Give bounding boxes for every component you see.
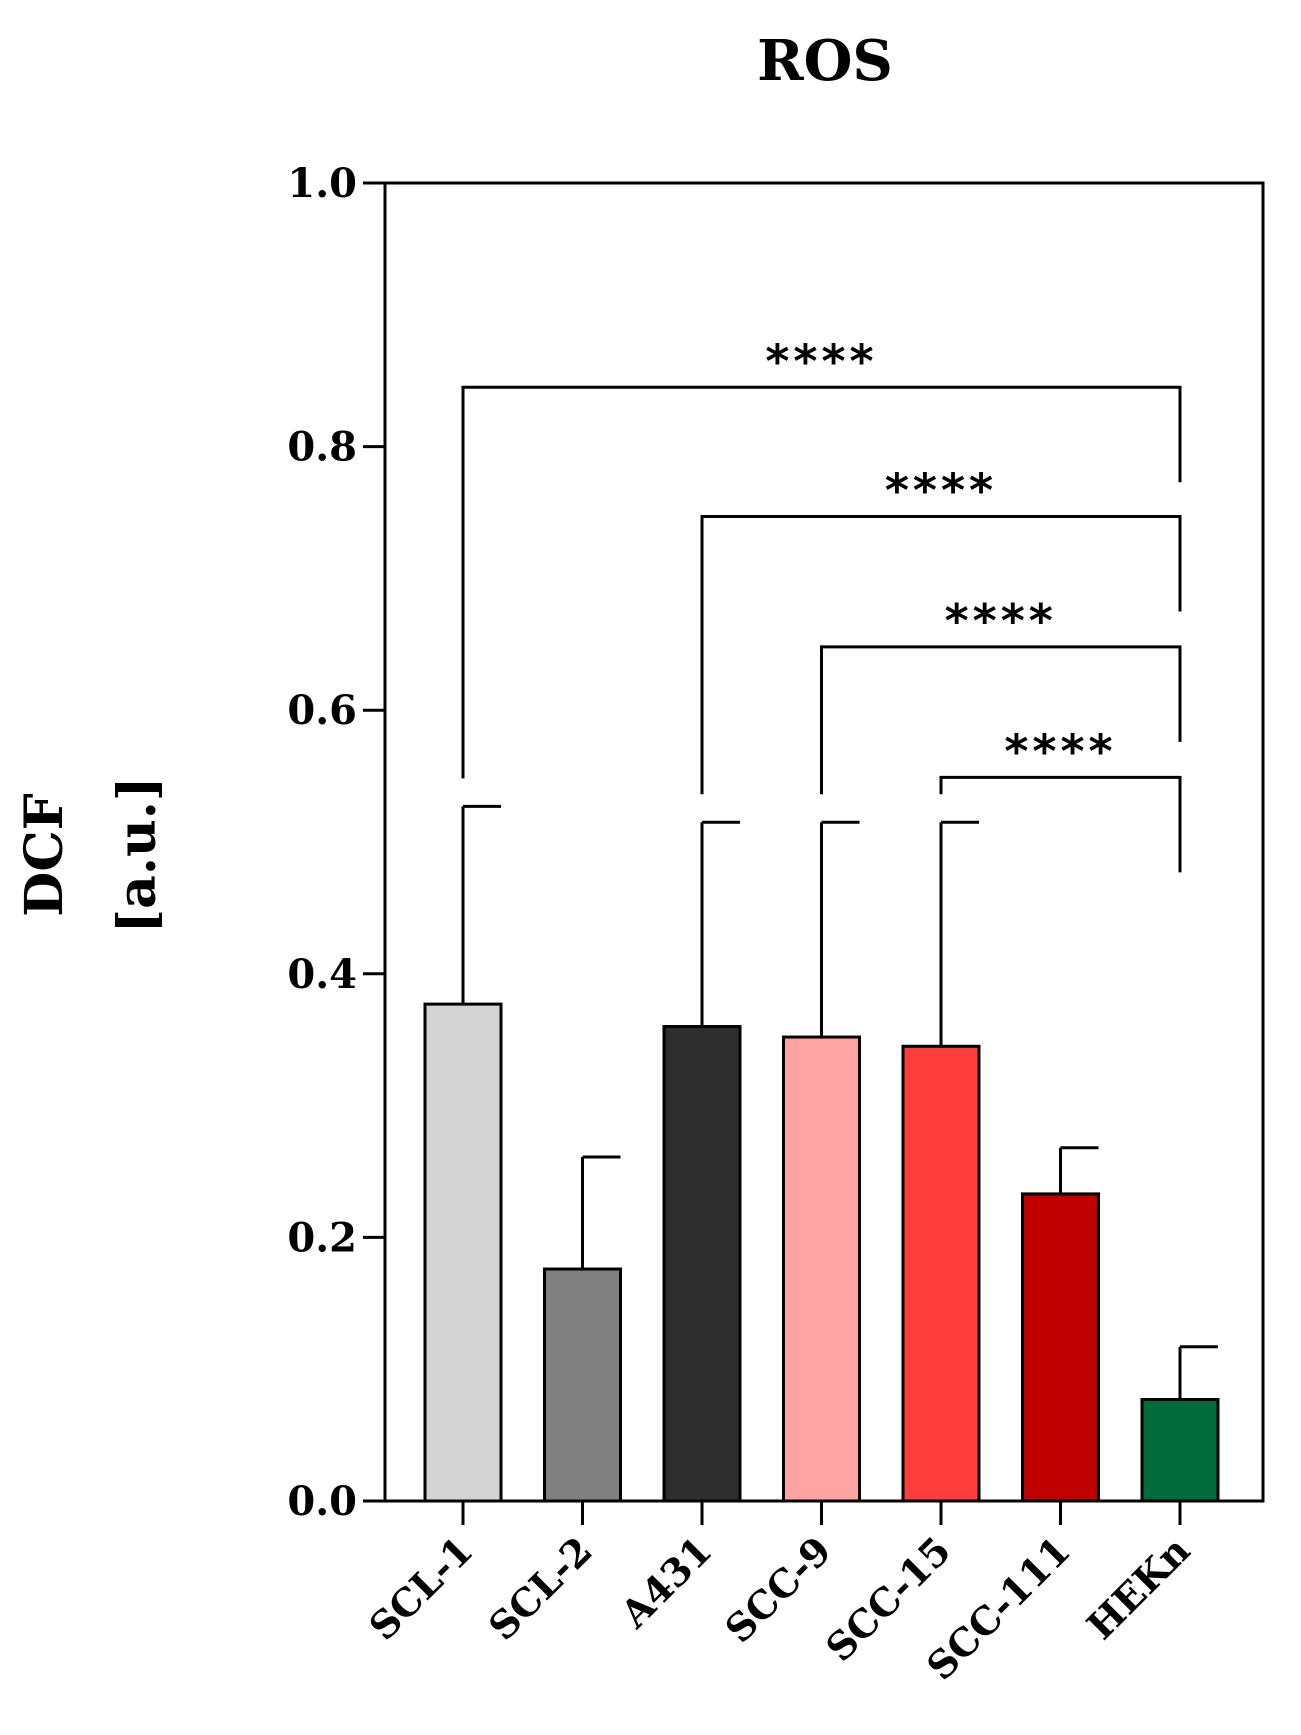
significance-label: **** — [1004, 724, 1116, 778]
bar-scc-15 — [901, 1044, 981, 1503]
bar-scl-1 — [423, 1002, 503, 1503]
significance-bracket — [461, 385, 1182, 779]
y-axis: 0.0 0.2 0.4 0.6 0.8 1.0 — [287, 160, 385, 1525]
bars — [423, 804, 1220, 1503]
bar-scc-9 — [782, 1035, 861, 1503]
y-tick-label: 0.2 — [287, 1214, 357, 1261]
x-tick-label-hekn: HEKn — [1078, 1528, 1199, 1649]
bar-scl-2 — [543, 1267, 622, 1503]
significance-bracket — [820, 645, 1182, 795]
chart-title: ROS — [757, 28, 893, 94]
significance-brackets: **** **** **** **** — [461, 334, 1182, 873]
x-tick-label-a431: A431 — [611, 1528, 720, 1637]
bar-a431 — [662, 1025, 742, 1503]
significance-label: **** — [885, 463, 997, 517]
y-tick-label: 0.8 — [287, 424, 357, 471]
significance-bracket — [939, 775, 1182, 873]
y-axis-label-line2: [a.u.] — [107, 777, 168, 934]
y-axis-label-line1: DCF — [14, 793, 75, 916]
y-tick-label: 1.0 — [287, 160, 357, 207]
y-tick-label: 0.6 — [287, 687, 357, 734]
significance-bracket — [700, 514, 1182, 795]
y-tick-label: 0.0 — [287, 1478, 357, 1525]
y-axis-label: DCF [a.u.] — [14, 777, 168, 934]
x-tick-label-scl-2: SCL-2 — [480, 1528, 601, 1649]
y-tick-label: 0.4 — [287, 951, 357, 998]
bar-scc-111 — [1021, 1192, 1100, 1503]
significance-label: **** — [945, 594, 1057, 648]
x-tick-label-scl-1: SCL-1 — [360, 1528, 481, 1649]
bar-hekn — [1140, 1398, 1220, 1503]
significance-label: **** — [765, 334, 877, 388]
